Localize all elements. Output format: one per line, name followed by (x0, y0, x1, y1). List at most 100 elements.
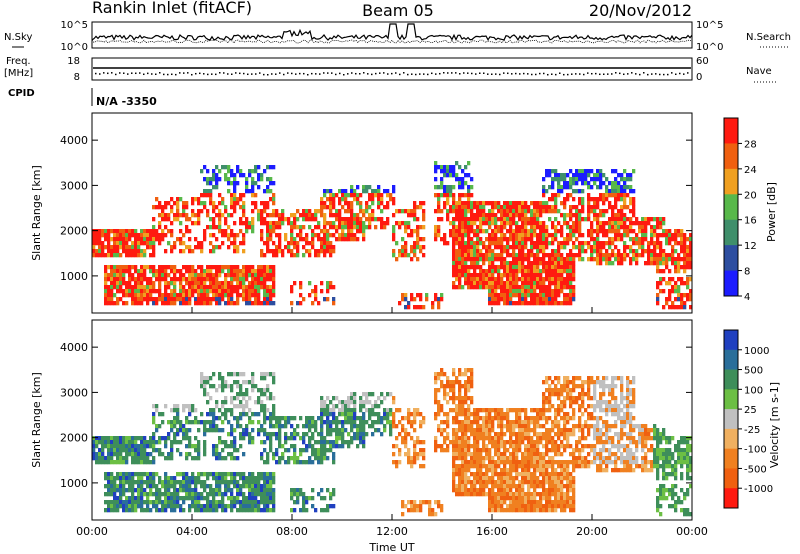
frequency-panel: Freq. [MHz] 18 8 60 0 Nave CPID N/A -335… (4, 56, 776, 108)
heat-cell (464, 201, 468, 206)
heat-cell (272, 492, 276, 497)
heat-cell (224, 277, 228, 282)
heat-cell (485, 456, 489, 461)
heat-cell (218, 293, 222, 298)
heat-cell (377, 217, 381, 222)
heat-cell (161, 265, 165, 270)
heat-cell (602, 225, 606, 230)
heat-cell (578, 241, 582, 246)
heat-cell (602, 245, 606, 250)
heat-cell (332, 444, 336, 449)
heat-cell (107, 500, 111, 505)
heat-cell (512, 245, 516, 250)
heat-cell (620, 189, 624, 194)
heat-cell (161, 205, 165, 210)
heat-cell (188, 273, 192, 278)
heat-cell (512, 221, 516, 226)
heat-cell (191, 472, 195, 477)
heat-cell (326, 197, 330, 202)
heat-cell (263, 189, 267, 194)
heat-cell (686, 245, 690, 250)
heat-cell (485, 269, 489, 274)
heat-cell (224, 384, 228, 389)
nsky-label: N.Sky (4, 32, 32, 43)
heat-cell (593, 205, 597, 210)
heat-cell (251, 472, 255, 477)
heat-cell (155, 488, 159, 493)
heat-cell (125, 253, 129, 258)
nave-dot (523, 72, 525, 75)
heat-cell (479, 416, 483, 421)
heat-cell (200, 472, 204, 477)
heat-cell (515, 241, 519, 246)
heat-cell (122, 448, 126, 453)
heat-cell (242, 265, 246, 270)
heat-cell (386, 205, 390, 210)
heat-cell (227, 225, 231, 230)
heat-cell (251, 440, 255, 445)
heat-cell (485, 476, 489, 481)
heat-cell (644, 249, 648, 254)
heat-cell (380, 217, 384, 222)
heat-cell (332, 492, 336, 497)
heat-cell (356, 237, 360, 242)
heat-cell (446, 193, 450, 198)
heat-cell (545, 245, 549, 250)
heat-cell (317, 301, 321, 306)
heat-cell (569, 281, 573, 286)
heat-cell (392, 412, 396, 417)
heat-cell (269, 165, 273, 170)
heat-cell (230, 281, 234, 286)
heat-cell (605, 221, 609, 226)
heat-cell (380, 400, 384, 405)
heat-cell (536, 209, 540, 214)
heat-cell (413, 412, 417, 417)
heat-cell (137, 253, 141, 258)
heat-cell (122, 504, 126, 509)
heat-cell (599, 245, 603, 250)
heat-cell (443, 237, 447, 242)
heat-cell (206, 193, 210, 198)
heat-cell (674, 289, 678, 294)
heat-cell (560, 233, 564, 238)
heat-cell (566, 301, 570, 306)
heat-cell (248, 380, 252, 385)
heat-cell (350, 400, 354, 405)
heat-cell (410, 508, 414, 513)
heat-cell (680, 245, 684, 250)
heat-cell (353, 432, 357, 437)
heat-cell (566, 273, 570, 278)
heat-cell (485, 444, 489, 449)
heat-cell (437, 193, 441, 198)
heat-cell (389, 197, 393, 202)
freq-tick-8: 8 (74, 72, 80, 83)
heat-cell (656, 221, 660, 226)
heat-cell (194, 496, 198, 501)
heat-cell (143, 480, 147, 485)
heat-cell (251, 420, 255, 425)
heat-cell (254, 193, 258, 198)
heat-cell (233, 285, 237, 290)
heat-cell (590, 237, 594, 242)
heat-cell (545, 285, 549, 290)
heat-cell (437, 305, 441, 310)
heat-cell (413, 229, 417, 234)
heat-cell (464, 428, 468, 433)
heat-cell (221, 384, 225, 389)
heat-cell (242, 504, 246, 509)
heat-cell (392, 225, 396, 230)
heat-cell (248, 488, 252, 493)
heat-cell (257, 289, 261, 294)
heat-cell (179, 213, 183, 218)
heat-cell (479, 456, 483, 461)
heat-cell (626, 229, 630, 234)
heat-cell (131, 448, 135, 453)
nsearch-trace (91, 39, 693, 44)
heat-cell (266, 273, 270, 278)
heat-cell (470, 285, 474, 290)
heat-cell (278, 249, 282, 254)
heat-cell (308, 241, 312, 246)
heat-cell (215, 500, 219, 505)
heat-cell (410, 297, 414, 302)
heat-cell (533, 205, 537, 210)
